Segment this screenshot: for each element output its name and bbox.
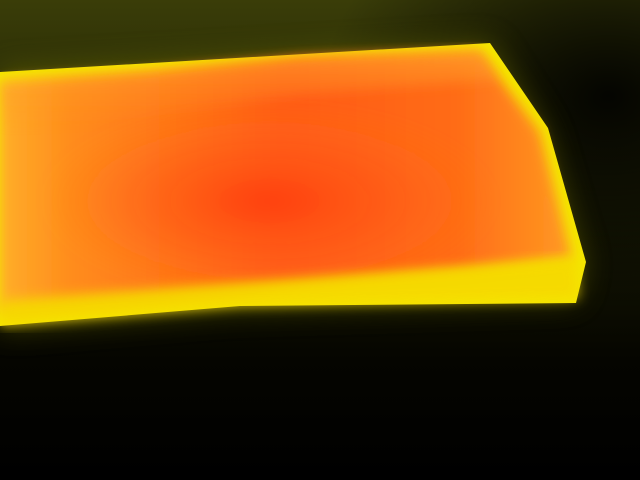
strip-hot-core — [40, 80, 550, 300]
strip-top-face — [0, 50, 500, 130]
strip-bottom-rim — [0, 258, 578, 326]
